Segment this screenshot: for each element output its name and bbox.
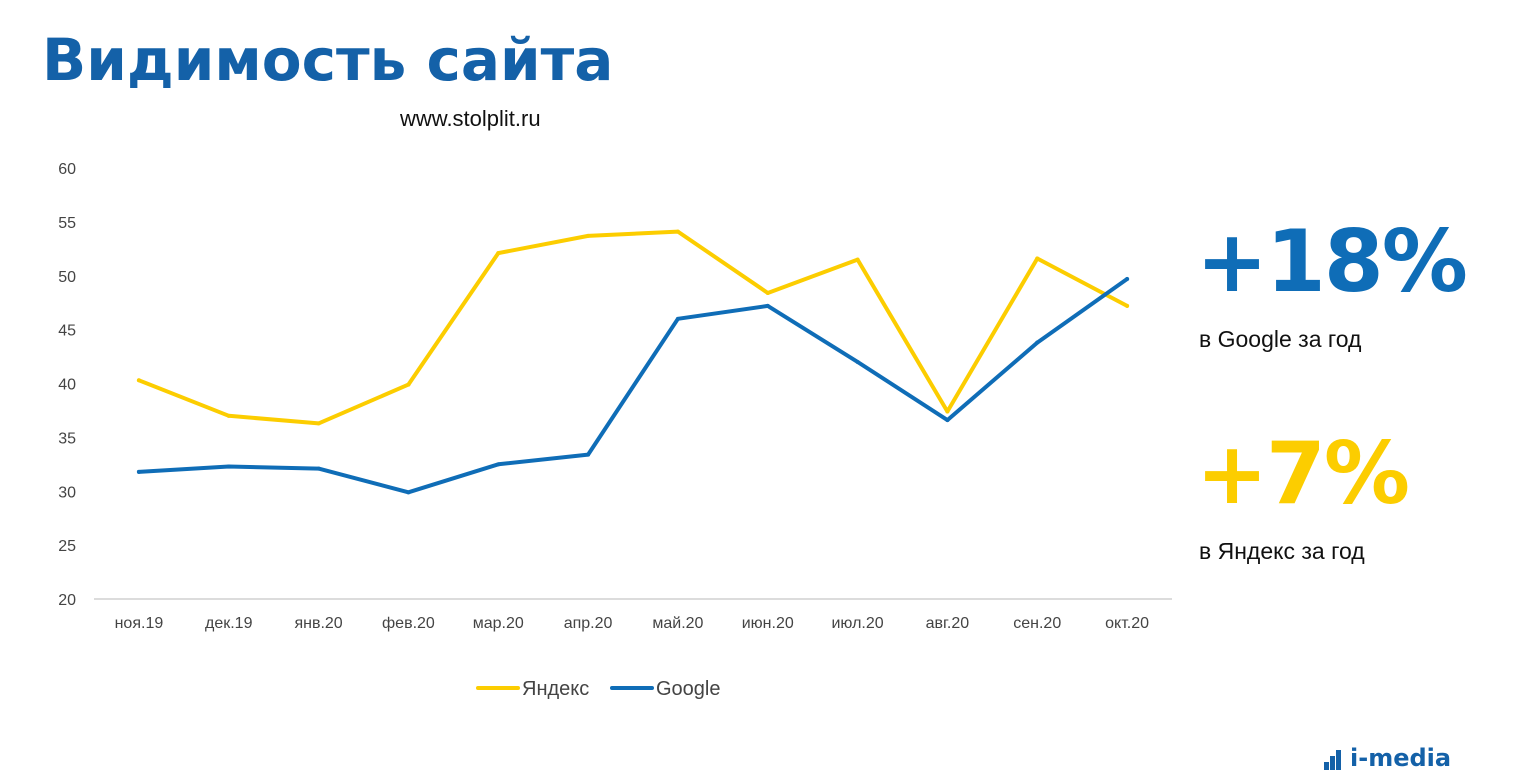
i-media-logo: i-media	[1324, 742, 1451, 770]
google-growth-value: +18%	[1196, 212, 1468, 312]
y-tick-label: 50	[58, 269, 76, 286]
data-point	[496, 462, 501, 467]
legend-label: Google	[656, 678, 721, 700]
data-point	[316, 421, 321, 426]
series-line-yandex	[136, 229, 1130, 426]
x-tick-label: фев.20	[382, 615, 435, 632]
data-point	[136, 469, 141, 474]
y-tick-label: 20	[58, 592, 76, 609]
series-line-google	[136, 277, 1130, 495]
data-point	[1125, 303, 1130, 308]
data-point	[945, 418, 950, 423]
series-lines	[136, 229, 1130, 495]
legend-label: Яндекс	[522, 678, 589, 700]
data-point	[136, 378, 141, 383]
x-tick-label: янв.20	[294, 615, 342, 632]
y-tick-label: 45	[58, 323, 76, 340]
y-tick-label: 60	[58, 161, 76, 178]
x-tick-label: июн.20	[742, 615, 794, 632]
data-point	[675, 316, 680, 321]
chart-legend: Яндекс Google	[476, 678, 721, 700]
y-tick-label: 40	[58, 377, 76, 394]
x-tick-label: сен.20	[1013, 615, 1061, 632]
bars-logo-icon	[1324, 746, 1346, 770]
x-tick-label: апр.20	[564, 615, 613, 632]
y-tick-label: 35	[58, 430, 76, 447]
data-point	[945, 409, 950, 414]
data-point	[586, 452, 591, 457]
data-point	[496, 251, 501, 256]
x-tick-label: авг.20	[926, 615, 970, 632]
data-point	[765, 290, 770, 295]
data-point	[406, 490, 411, 495]
data-point	[855, 359, 860, 364]
data-point	[1035, 256, 1040, 261]
data-point	[675, 229, 680, 234]
x-tick-label: май.20	[652, 615, 703, 632]
logo-text: i-media	[1350, 744, 1452, 772]
x-tick-label: окт.20	[1105, 615, 1149, 632]
x-tick-label: июл.20	[831, 615, 883, 632]
x-axis: ноя.19 дек.19 янв.20 фев.20 мар.20 апр.20 май.…	[115, 615, 1150, 632]
y-tick-label: 30	[58, 484, 76, 501]
data-point	[765, 303, 770, 308]
data-point	[855, 257, 860, 262]
data-point	[1035, 340, 1040, 345]
y-tick-label: 55	[58, 215, 76, 232]
yandex-growth-caption: в Яндекс за год	[1199, 538, 1365, 564]
x-tick-label: ноя.19	[115, 615, 164, 632]
x-tick-label: дек.19	[205, 615, 253, 632]
data-point	[316, 466, 321, 471]
x-tick-label: мар.20	[473, 615, 524, 632]
data-point	[586, 233, 591, 238]
y-tick-label: 25	[58, 538, 76, 555]
google-growth-caption: в Google за год	[1199, 326, 1362, 352]
yandex-growth-value: +7%	[1196, 424, 1410, 524]
site-url: www.stolplit.ru	[400, 106, 541, 131]
data-point	[406, 382, 411, 387]
data-point	[226, 464, 231, 469]
data-point	[226, 413, 231, 418]
y-axis: 20 25 30 35 40 45 50 55 60	[58, 161, 76, 609]
page-title: Видимость сайта	[42, 26, 614, 94]
data-point	[1125, 276, 1130, 281]
